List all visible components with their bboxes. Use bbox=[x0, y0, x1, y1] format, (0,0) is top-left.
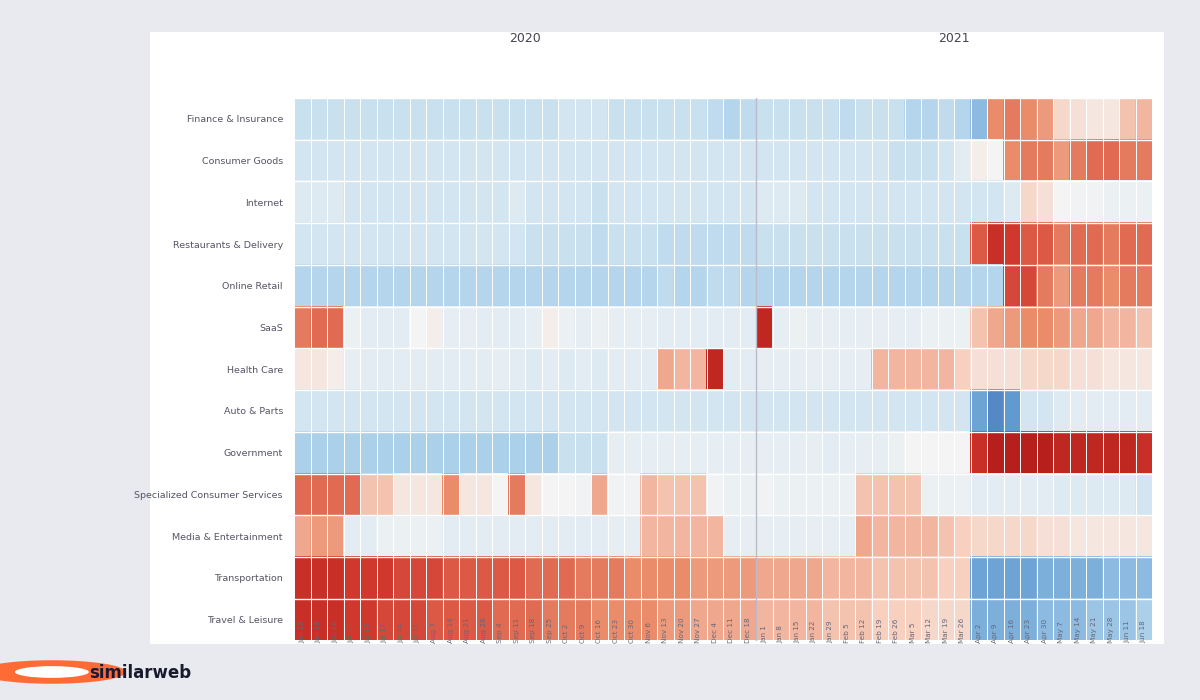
FancyBboxPatch shape bbox=[134, 22, 1180, 653]
Circle shape bbox=[0, 660, 126, 684]
Circle shape bbox=[14, 666, 89, 678]
Text: similarweb: similarweb bbox=[89, 664, 191, 682]
